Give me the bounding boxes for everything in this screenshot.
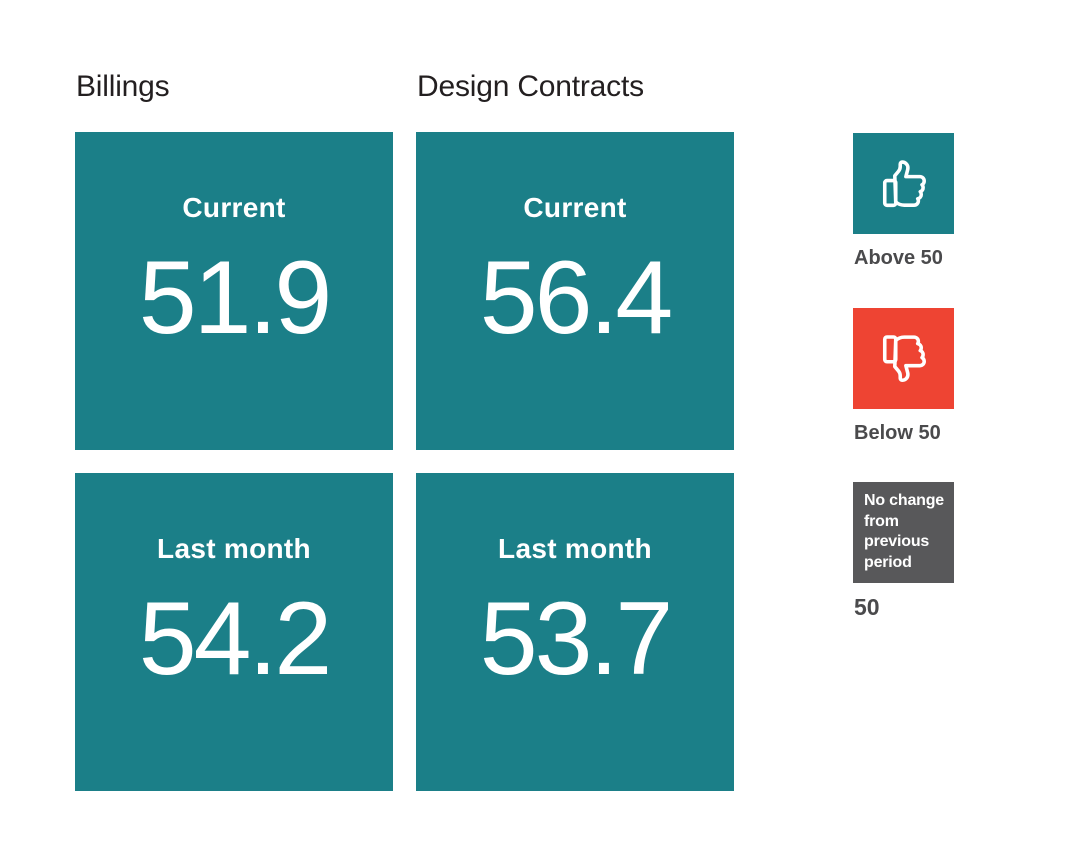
legend-no-change-text: No change from previous period [864,492,944,571]
card-design-contracts-current: Current 56.4 [416,132,734,450]
card-label: Last month [157,533,311,564]
column-title-design-contracts: Design Contracts [417,70,644,103]
column-title-billings: Billings [76,70,170,103]
card-value: 56.4 [479,240,673,357]
card-value: 54.2 [138,581,332,698]
card-value: 51.9 [138,240,332,357]
thumbs-down-icon [882,334,926,382]
card-label: Current [182,192,286,223]
card-value: 53.7 [479,581,673,698]
card-billings-last-month: Last month 54.2 [75,473,393,791]
card-design-contracts-last-month: Last month 53.7 [416,473,734,791]
legend-no-change-label: 50 [854,594,880,620]
card-billings-current: Current 51.9 [75,132,393,450]
legend-above-swatch [853,133,954,234]
legend-below-label: Below 50 [854,422,941,444]
card-label: Current [523,192,627,223]
legend-no-change-swatch: No change from previous period [853,482,954,583]
legend-below-swatch [853,308,954,409]
card-label: Last month [498,533,652,564]
thumbs-up-icon [882,159,926,207]
legend-above-label: Above 50 [854,247,943,269]
